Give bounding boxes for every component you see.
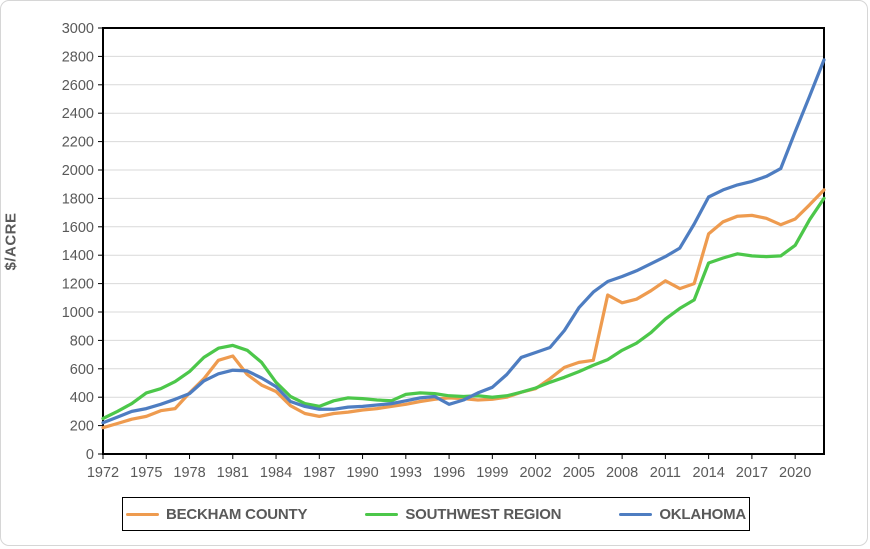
y-tick-label: 1000 (62, 305, 94, 321)
x-tick-label: 2020 (779, 465, 811, 481)
x-tick-label: 2002 (519, 465, 551, 481)
x-tick-label: 1972 (87, 465, 119, 481)
x-tick-label: 1981 (217, 465, 249, 481)
series-line-southwest-region (101, 196, 826, 421)
y-tick-label: 200 (70, 419, 94, 435)
legend-item-oklahoma: OKLAHOMA (619, 506, 746, 523)
y-tick-label: 400 (70, 390, 94, 406)
legend-item-southwest-region: SOUTHWEST REGION (365, 505, 562, 523)
legend-line-swatch (365, 512, 399, 516)
y-tick-label: 1800 (62, 191, 94, 207)
y-tick-label: 2200 (62, 135, 94, 151)
y-tick-label: 1400 (62, 248, 94, 264)
x-tick-label: 2008 (606, 465, 638, 481)
legend-label: SOUTHWEST REGION (405, 505, 562, 523)
y-axis-title: $/ACRE (2, 212, 20, 271)
legend: BECKHAM COUNTY SOUTHWEST REGION OKLAHOMA (122, 497, 750, 531)
x-tick-label: 2014 (693, 465, 725, 481)
legend-label: OKLAHOMA (659, 505, 747, 523)
x-tick-label: 2011 (650, 465, 681, 481)
y-tick-label: 0 (86, 447, 94, 463)
y-tick-label: 2800 (62, 49, 94, 65)
x-tick-label: 2005 (563, 465, 595, 481)
x-tick-label: 1993 (390, 465, 422, 481)
y-tick-label: 600 (70, 362, 94, 378)
y-tick-label: 2000 (62, 163, 94, 179)
legend-label: BECKHAM COUNTY (165, 505, 308, 523)
x-tick-label: 1975 (130, 465, 162, 481)
y-tick-label: 3000 (62, 21, 94, 37)
x-tick-label: 1996 (433, 465, 465, 481)
y-tick-label: 2600 (62, 78, 94, 94)
y-tick-label: 2400 (62, 106, 94, 122)
y-tick-label: 1200 (62, 277, 94, 293)
legend-line-swatch (619, 512, 653, 516)
x-tick-label: 1984 (260, 465, 292, 481)
y-tick-label: 1600 (62, 220, 94, 236)
y-tick-label: 800 (70, 333, 94, 349)
legend-line-swatch (125, 512, 159, 516)
x-tick-label: 1987 (303, 465, 335, 481)
x-tick-label: 1999 (476, 465, 508, 481)
series-line-beckham-county (101, 188, 826, 430)
x-tick-label: 2017 (736, 465, 768, 481)
x-tick-label: 1978 (173, 465, 205, 481)
plot-border (102, 27, 825, 455)
x-tick-label: 1990 (346, 465, 378, 481)
legend-item-beckham-county: BECKHAM COUNTY (125, 505, 308, 523)
series-line-oklahoma (101, 58, 826, 425)
